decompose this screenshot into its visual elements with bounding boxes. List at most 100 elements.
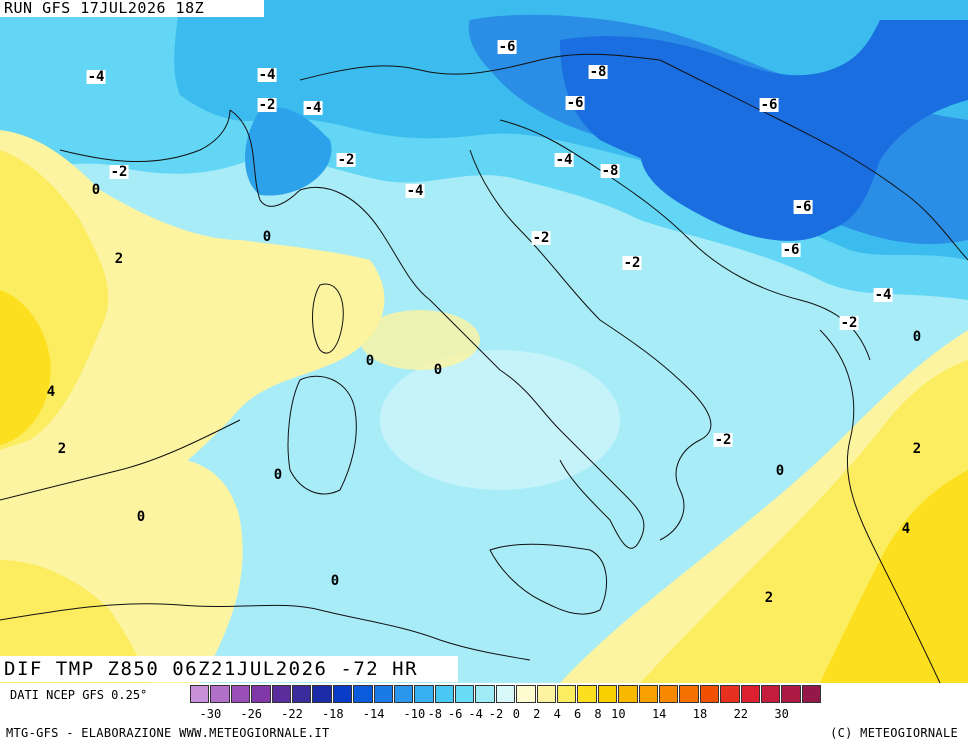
contour-label: 4 bbox=[901, 521, 911, 537]
run-title: RUN GFS 17JUL2026 18Z bbox=[0, 0, 264, 17]
greece-coast bbox=[819, 329, 941, 683]
contour-label: 0 bbox=[262, 229, 272, 245]
legend-tick-label: -26 bbox=[240, 707, 263, 721]
legend-tick-label: -4 bbox=[468, 707, 483, 721]
contour-label: 0 bbox=[775, 463, 785, 479]
legend-tick-label: 18 bbox=[692, 707, 708, 721]
legend-swatch bbox=[414, 685, 434, 703]
contour-label: -2 bbox=[336, 152, 356, 168]
contour-label: 2 bbox=[912, 441, 922, 457]
legend-swatch bbox=[475, 685, 495, 703]
legend-tick-label: -6 bbox=[447, 707, 463, 721]
legend-swatch bbox=[740, 685, 760, 703]
legend-swatch bbox=[536, 685, 557, 703]
legend-swatch bbox=[353, 685, 373, 703]
legend-swatch bbox=[720, 685, 740, 703]
legend-swatch bbox=[516, 685, 536, 703]
anomaly-minus8-area bbox=[560, 20, 968, 230]
legend-tick-label: 10 bbox=[611, 707, 626, 721]
france-border bbox=[59, 109, 231, 162]
legend-swatch bbox=[393, 685, 414, 703]
legend-tick-label: 0 bbox=[512, 707, 521, 721]
legend-swatch bbox=[760, 685, 781, 703]
color-scale bbox=[190, 685, 822, 703]
contour-label: -6 bbox=[497, 39, 517, 55]
legend-swatch bbox=[251, 685, 271, 703]
contour-label: -6 bbox=[793, 199, 813, 215]
legend-tick-label: 8 bbox=[594, 707, 602, 721]
anomaly-alps-cold-core bbox=[245, 107, 332, 196]
legend-swatch bbox=[679, 685, 699, 703]
contour-label: -2 bbox=[622, 255, 642, 271]
contour-label: 2 bbox=[114, 251, 124, 267]
legend-swatch bbox=[577, 685, 597, 703]
contour-label: 0 bbox=[433, 362, 443, 378]
legend-swatch bbox=[455, 685, 475, 703]
contour-label: -2 bbox=[531, 230, 551, 246]
color-scale-ticks: -30 -26 -22 -18 -14 -10 -8 -6 -4 -2 0 2 4 6 8 10 14 18 22 3… bbox=[190, 707, 968, 723]
legend-swatch bbox=[373, 685, 393, 703]
contour-label: -4 bbox=[873, 287, 893, 303]
anomaly-plus4-area-southeast bbox=[820, 470, 968, 683]
anomaly-pale-area-center bbox=[380, 350, 620, 490]
contour-label: -2 bbox=[839, 315, 859, 331]
legend-swatch bbox=[781, 685, 801, 703]
product-title: DIF TMP Z850 06Z21JUL2026 -72 HR bbox=[0, 656, 458, 682]
legend-swatch bbox=[618, 685, 638, 703]
legend-tick-label: 14 bbox=[651, 707, 667, 721]
legend-tick-label: -8 bbox=[427, 707, 443, 721]
anomaly-plus2-area-southwest bbox=[0, 560, 150, 683]
contour-label: -4 bbox=[554, 152, 574, 168]
legend-swatch bbox=[557, 685, 577, 703]
anomaly-plus4-area-west bbox=[0, 290, 51, 445]
legend-swatch bbox=[699, 685, 720, 703]
contour-label: -4 bbox=[257, 67, 277, 83]
copyright: (C) METEOGIORNALE bbox=[830, 726, 958, 740]
legend-tick-label: -30 bbox=[199, 707, 222, 721]
spain-coast bbox=[0, 419, 241, 501]
anomaly-pale-area-tyrrhenian bbox=[360, 310, 480, 370]
legend-swatch bbox=[312, 685, 332, 703]
eastern-border bbox=[659, 59, 968, 261]
legend-tick-label: -10 bbox=[403, 707, 426, 721]
data-credit: DATI NCEP GFS 0.25° bbox=[10, 688, 148, 702]
contour-label: 0 bbox=[365, 353, 375, 369]
contour-label: -4 bbox=[86, 69, 106, 85]
legend-swatch bbox=[434, 685, 455, 703]
sicily-coast bbox=[489, 543, 608, 615]
anomaly-balkan-cold-core bbox=[640, 145, 832, 241]
legend-swatch bbox=[210, 685, 230, 703]
alpine-border bbox=[299, 53, 661, 81]
contour-label: -6 bbox=[781, 242, 801, 258]
contour-label: -6 bbox=[565, 95, 585, 111]
contour-label: 2 bbox=[764, 590, 774, 606]
contour-label: -8 bbox=[600, 163, 620, 179]
contour-label: -4 bbox=[405, 183, 425, 199]
map-canvas bbox=[0, 0, 968, 683]
legend-swatch bbox=[801, 685, 822, 703]
legend-swatch bbox=[658, 685, 679, 703]
footer: DATI NCEP GFS 0.25° -30 -26 -22 -18 -14 -10 -8… bbox=[0, 683, 968, 745]
contour-label: 0 bbox=[912, 329, 922, 345]
legend-tick-label: -18 bbox=[321, 707, 344, 721]
contour-label: -4 bbox=[303, 100, 323, 116]
corsica-coast bbox=[312, 283, 344, 354]
contour-label: -8 bbox=[588, 64, 608, 80]
contour-label: -2 bbox=[257, 97, 277, 113]
contour-label: 0 bbox=[91, 182, 101, 198]
legend-swatch bbox=[291, 685, 312, 703]
legend-tick-label: -22 bbox=[281, 707, 303, 721]
contour-label: 0 bbox=[273, 467, 283, 483]
coastlines bbox=[0, 53, 968, 683]
contour-label: 0 bbox=[136, 509, 146, 525]
sardinia-coast bbox=[287, 375, 357, 495]
legend-swatch bbox=[495, 685, 516, 703]
italy-west-coast bbox=[229, 109, 645, 549]
legend-swatch bbox=[271, 685, 291, 703]
contour-label: -2 bbox=[109, 164, 129, 180]
contour-label: 4 bbox=[46, 384, 56, 400]
contour-label: 0 bbox=[330, 573, 340, 589]
contour-label: -6 bbox=[759, 97, 779, 113]
legend-tick-label: 6 bbox=[573, 707, 582, 721]
legend-swatch bbox=[597, 685, 618, 703]
